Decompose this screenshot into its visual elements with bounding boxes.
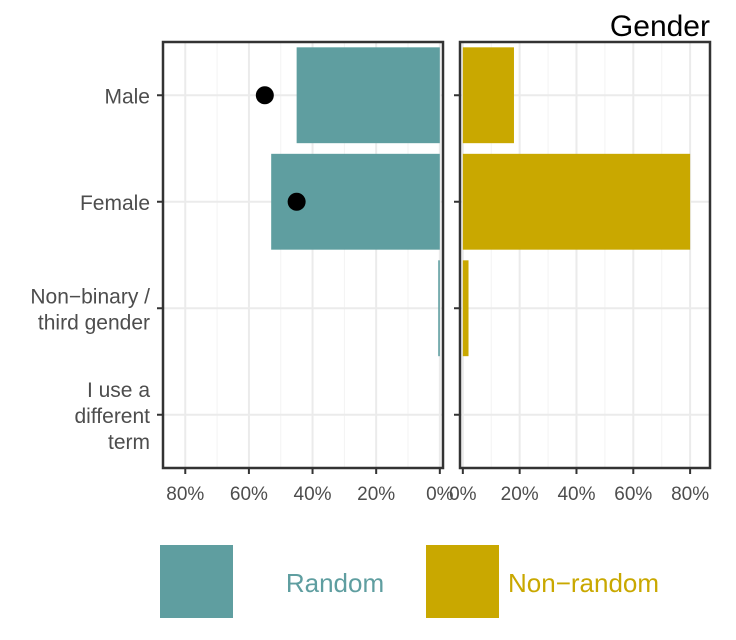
- chart-title: Gender: [610, 10, 710, 43]
- bar-non-random: [462, 47, 514, 144]
- x-tick-label: 40%: [557, 484, 595, 505]
- bar-random: [438, 260, 440, 357]
- x-tick-label: 20%: [357, 484, 395, 505]
- panel-random: 80% 60% 40% 20% 0%: [157, 40, 454, 505]
- legend-label: Random: [286, 568, 384, 598]
- category-label: I use a different term: [75, 379, 151, 454]
- y-axis-labels: Male Female Non−binary / third gender I use …: [30, 85, 150, 454]
- legend-key: [160, 545, 233, 618]
- legend-key: [426, 545, 499, 618]
- category-label: Female: [80, 192, 150, 215]
- population-point: [255, 86, 274, 105]
- category-label: Non−binary / third gender: [30, 285, 150, 334]
- bar-random: [296, 47, 440, 144]
- x-tick-label: 80%: [166, 484, 204, 505]
- category-label: Male: [104, 85, 150, 108]
- x-tick-label: 0%: [426, 484, 454, 505]
- x-tick-label: 0%: [449, 484, 477, 505]
- bar-non-random: [462, 260, 469, 357]
- bar-non-random: [462, 153, 691, 250]
- panel-border: [458, 40, 712, 470]
- legend: Random Non−random: [160, 545, 659, 618]
- population-point: [287, 192, 306, 211]
- panel-non-random: 0% 20% 40% 60% 80%: [449, 40, 712, 505]
- x-tick-label: 80%: [671, 484, 709, 505]
- x-tick-label: 60%: [614, 484, 652, 505]
- panel-border: [161, 40, 445, 470]
- x-tick-label: 60%: [230, 484, 268, 505]
- legend-label: Non−random: [508, 568, 659, 598]
- x-tick-label: 40%: [294, 484, 332, 505]
- x-tick-label: 20%: [501, 484, 539, 505]
